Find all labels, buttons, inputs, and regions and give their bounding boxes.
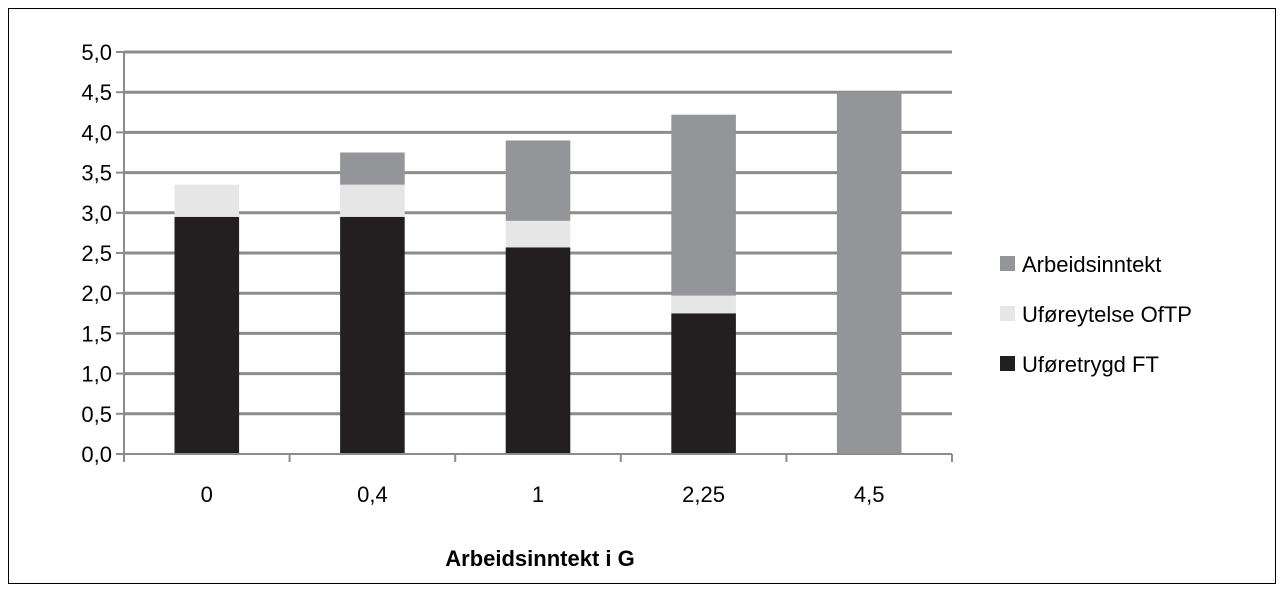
y-tick-label: 0,5: [81, 402, 112, 427]
y-tick-label: 1,5: [81, 321, 112, 346]
x-axis-title: Arbeidsinntekt i G: [445, 546, 634, 571]
x-tick-label: 0: [201, 482, 213, 507]
bar-segment: [505, 140, 571, 221]
x-tick-label: 1: [532, 482, 544, 507]
legend-label: Uføretrygd FT: [1022, 352, 1159, 377]
legend: Arbeidsinntekt Uføreytelse OfTP Uføretrygd…: [1000, 252, 1192, 377]
legend-swatch: [1000, 306, 1015, 321]
bar-segment: [340, 152, 405, 185]
y-tick-labels: 0,0 0,5 1,0 1,5 2,0 2,5 3,0 3,5 4,0 4,5 5,0: [81, 40, 112, 467]
y-tick-label: 2,0: [81, 281, 112, 306]
bar-segment: [174, 184, 240, 217]
legend-label: Uføreytelse OfTP: [1022, 302, 1192, 327]
y-tick-label: 0,0: [81, 442, 112, 467]
bar-segment: [340, 184, 405, 217]
bar-segment: [505, 247, 571, 454]
x-tick-label: 4,5: [854, 482, 885, 507]
bar-segment: [505, 220, 571, 248]
bar-segment: [671, 114, 736, 296]
bar-segment: [174, 216, 240, 454]
bar-segment: [340, 216, 405, 454]
x-tick-label: 0,4: [357, 482, 388, 507]
x-tick-label: 2,25: [682, 482, 725, 507]
bar-segment: [671, 295, 736, 314]
bar-segment: [836, 92, 902, 454]
y-tick-label: 5,0: [81, 40, 112, 65]
y-tick-label: 4,0: [81, 120, 112, 145]
y-tick-label: 4,5: [81, 80, 112, 105]
bars: [174, 92, 902, 454]
axes: [123, 52, 953, 462]
y-tick-label: 2,5: [81, 241, 112, 266]
legend-label: Arbeidsinntekt: [1022, 252, 1161, 277]
x-tick-labels: 0 0,4 1 2,25 4,5: [201, 482, 885, 507]
y-tick-label: 3,0: [81, 201, 112, 226]
y-tick-label: 3,5: [81, 161, 112, 186]
legend-swatch: [1000, 356, 1015, 371]
y-tick-label: 1,0: [81, 362, 112, 387]
legend-swatch: [1000, 256, 1015, 271]
bar-segment: [671, 313, 736, 454]
